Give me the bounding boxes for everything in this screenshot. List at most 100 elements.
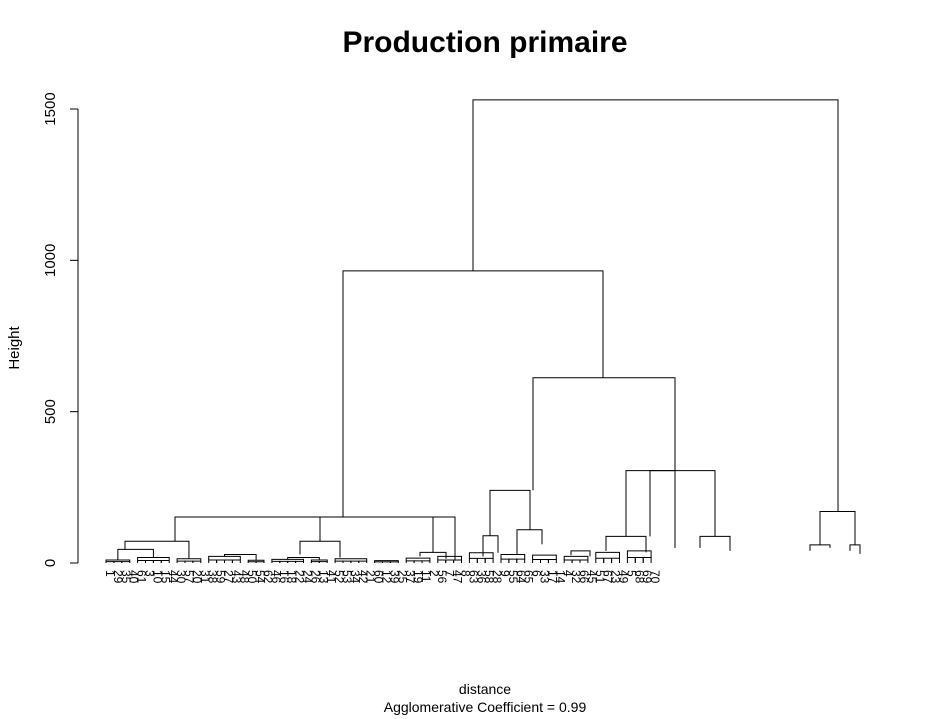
dendrogram-link [224, 559, 233, 563]
dendrogram-link [113, 561, 123, 563]
leaf-label: 38 [206, 570, 220, 584]
leaf-label: 61 [135, 570, 149, 584]
dendrogram-link [532, 558, 541, 563]
dendrogram-link [255, 561, 265, 563]
leaf-label: 66 [577, 570, 591, 584]
dendrogram-link [342, 270, 604, 517]
dendrogram-link [437, 555, 462, 561]
leaf-label: 21 [364, 570, 378, 584]
dendrogram-link [634, 557, 644, 563]
dendrogram-link [350, 560, 360, 563]
dendrogram-link [516, 558, 526, 563]
leaf-label: 48 [237, 570, 251, 584]
leaf-label: 42 [356, 570, 370, 584]
leaf-label: 69 [640, 570, 654, 584]
dendrogram-links [105, 99, 861, 563]
dendrogram-link [595, 551, 620, 559]
dendrogram-link [432, 516, 456, 561]
leaf-label: 31 [198, 570, 212, 584]
leaf-label: 9 [498, 570, 512, 577]
leaf-label: 63 [466, 570, 480, 584]
dendrogram-link [224, 554, 257, 561]
leaf-label: 4 [561, 570, 575, 577]
leaf-label: 58 [482, 570, 496, 584]
leaf-label: 3 [143, 570, 157, 577]
y-axis: 0 500 1000 1500 [42, 92, 79, 567]
dendrogram-link [176, 558, 202, 562]
leaf-label: 50 [245, 570, 259, 584]
dendrogram-link [208, 559, 218, 563]
dendrogram-link [334, 558, 368, 562]
leaf-label: 62 [261, 570, 275, 584]
leaf-label: 18 [285, 570, 299, 584]
dendrogram-link [500, 554, 526, 560]
dendrogram-link [540, 558, 549, 563]
leaf-label: 68 [632, 570, 646, 584]
leaf-label: 43 [229, 570, 243, 584]
dendrogram-link [489, 489, 531, 536]
dendrogram-link [532, 377, 676, 491]
y-tick-label: 1000 [42, 244, 59, 277]
dendrogram-link [563, 555, 589, 561]
leaf-label: 15 [158, 570, 172, 584]
x-axis-label: distance [459, 681, 511, 697]
leaf-label: 7 [443, 570, 457, 577]
leaf-label: 32 [569, 570, 583, 584]
dendrogram-link [295, 560, 304, 563]
dendrogram-link [247, 561, 257, 563]
dendrogram-link [626, 557, 636, 563]
dendrogram-link [419, 551, 447, 559]
dendrogram-link [117, 548, 154, 560]
dendrogram-link [152, 560, 162, 563]
leaf-label: 57 [182, 570, 196, 584]
dendrogram-link [472, 99, 839, 512]
leaf-label: 67 [601, 570, 615, 584]
dendrogram-link [571, 559, 581, 563]
leaf-label: 20 [190, 570, 204, 584]
dendrogram-link [184, 560, 194, 563]
dendrogram-link [482, 535, 499, 557]
dendrogram-link [334, 560, 344, 563]
leaf-label: 53 [340, 570, 354, 584]
y-ticks: 0 500 1000 1500 [42, 92, 78, 567]
dendrogram-link [413, 560, 423, 563]
leaf-label: 44 [166, 570, 180, 584]
y-tick-label: 1500 [42, 92, 59, 125]
leaf-label: 41 [324, 570, 338, 584]
leaf-label: 24 [301, 570, 315, 584]
dendrogram-link [809, 544, 831, 551]
dendrogram-link [626, 550, 652, 558]
leaf-label: 30 [174, 570, 188, 584]
leaf-label: 28 [490, 570, 504, 584]
leaf-label: 39 [387, 570, 401, 584]
leaf-label: 65 [522, 570, 536, 584]
dendrogram-link [382, 561, 391, 563]
dendrogram-link [642, 557, 652, 563]
dendrogram-link [374, 561, 383, 563]
dendrogram-link [105, 561, 115, 563]
dendrogram-link [516, 529, 543, 555]
dendrogram-link [121, 561, 131, 563]
leaf-label: 59 [214, 570, 228, 584]
leaf-label: 46 [269, 570, 283, 584]
dendrogram-link [484, 557, 494, 563]
y-tick-label: 0 [42, 559, 59, 567]
chart-title: Production primaire [342, 26, 627, 59]
dendrogram-link [603, 557, 613, 563]
agglomerative-coefficient: Agglomerative Coefficient = 0.99 [384, 699, 587, 715]
dendrogram-link [231, 559, 241, 563]
dendrogram-link [468, 552, 494, 559]
dendrogram-link [405, 560, 415, 563]
dendrogram-link [570, 550, 591, 557]
leaf-label: 52 [332, 570, 346, 584]
dendrogram-link [358, 560, 368, 563]
dendrogram-link [445, 559, 455, 563]
leaf-label: 19 [411, 570, 425, 584]
leaf-label: 14 [553, 570, 567, 584]
leaf-label: 25 [395, 570, 409, 584]
leaf-label: 2 [427, 570, 441, 577]
leaf-labels: 1293540613101544305720313859274348505462… [103, 570, 662, 584]
dendrogram-link [192, 560, 202, 563]
dendrogram-link [279, 560, 289, 563]
